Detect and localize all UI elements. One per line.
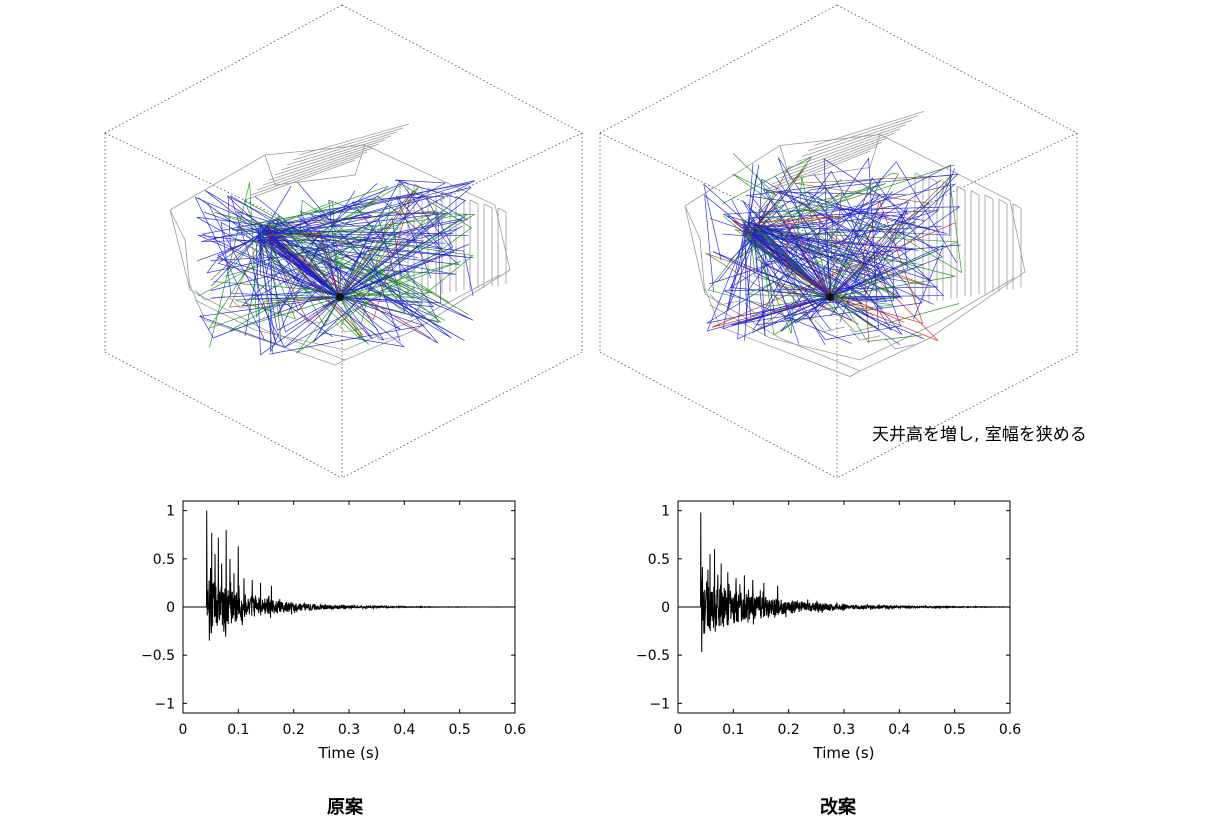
x-tick-label: 0.5 bbox=[944, 722, 966, 738]
revision-annotation: 天井高を増し, 室幅を狭める bbox=[872, 425, 1087, 445]
x-tick-label: 0.4 bbox=[393, 722, 415, 738]
x-tick-label: 0.5 bbox=[449, 722, 471, 738]
y-tick-label: −0.5 bbox=[141, 648, 175, 664]
x-tick-label: 0 bbox=[179, 722, 188, 738]
impulse-response-revised: 0 0.1 0.2 0.3 0.4 0.5 0.6 1 0.5 0 −0.5 −1 Time (s) bbox=[630, 490, 1030, 784]
x-tick-label: 0.3 bbox=[338, 722, 360, 738]
room-wireframe bbox=[684, 111, 1026, 377]
plot-svg: 0 0.1 0.2 0.3 0.4 0.5 0.6 1 0.5 0 −0.5 −1 Time (s) bbox=[141, 500, 526, 762]
x-tick-label: 0 bbox=[674, 722, 683, 738]
x-axis-label: Time (s) bbox=[813, 744, 875, 762]
y-tick-label: 0 bbox=[166, 600, 175, 616]
y-tick-label: 0 bbox=[661, 600, 670, 616]
room-model-revised bbox=[590, 0, 1080, 480]
x-tick-label: 0.6 bbox=[504, 722, 526, 738]
receiver-point bbox=[336, 293, 344, 301]
bounding-box bbox=[104, 4, 583, 479]
bounding-box bbox=[599, 4, 1078, 479]
x-tick-label: 0.1 bbox=[227, 722, 249, 738]
y-tick-label: 1 bbox=[661, 504, 670, 520]
ray-paths bbox=[703, 152, 963, 346]
y-tick-label: −0.5 bbox=[636, 648, 670, 664]
y-tick-label: 0.5 bbox=[153, 552, 175, 568]
room-model-original bbox=[95, 0, 585, 480]
waveform-line bbox=[183, 510, 516, 641]
receiver-point bbox=[826, 293, 834, 301]
x-tick-label: 0.2 bbox=[778, 722, 800, 738]
plot-svg: 0 0.1 0.2 0.3 0.4 0.5 0.6 1 0.5 0 −0.5 −1 Time (s) bbox=[636, 500, 1021, 762]
x-tick-label: 0.2 bbox=[283, 722, 305, 738]
x-tick-label: 0.1 bbox=[722, 722, 744, 738]
impulse-response-original: 0 0.1 0.2 0.3 0.4 0.5 0.6 1 0.5 0 −0.5 −1 Time (s) bbox=[135, 490, 535, 784]
y-tick-label: 0.5 bbox=[648, 552, 670, 568]
waveform-line bbox=[678, 512, 1011, 653]
x-tick-label: 0.6 bbox=[999, 722, 1021, 738]
y-tick-label: −1 bbox=[649, 696, 670, 712]
x-tick-label: 0.4 bbox=[888, 722, 910, 738]
x-axis-label: Time (s) bbox=[318, 744, 380, 762]
caption-revised: 改案 bbox=[820, 797, 856, 818]
y-tick-label: 1 bbox=[166, 504, 175, 520]
caption-original: 原案 bbox=[327, 797, 363, 818]
ray-paths bbox=[194, 179, 476, 356]
y-tick-label: −1 bbox=[154, 696, 175, 712]
x-tick-label: 0.3 bbox=[833, 722, 855, 738]
